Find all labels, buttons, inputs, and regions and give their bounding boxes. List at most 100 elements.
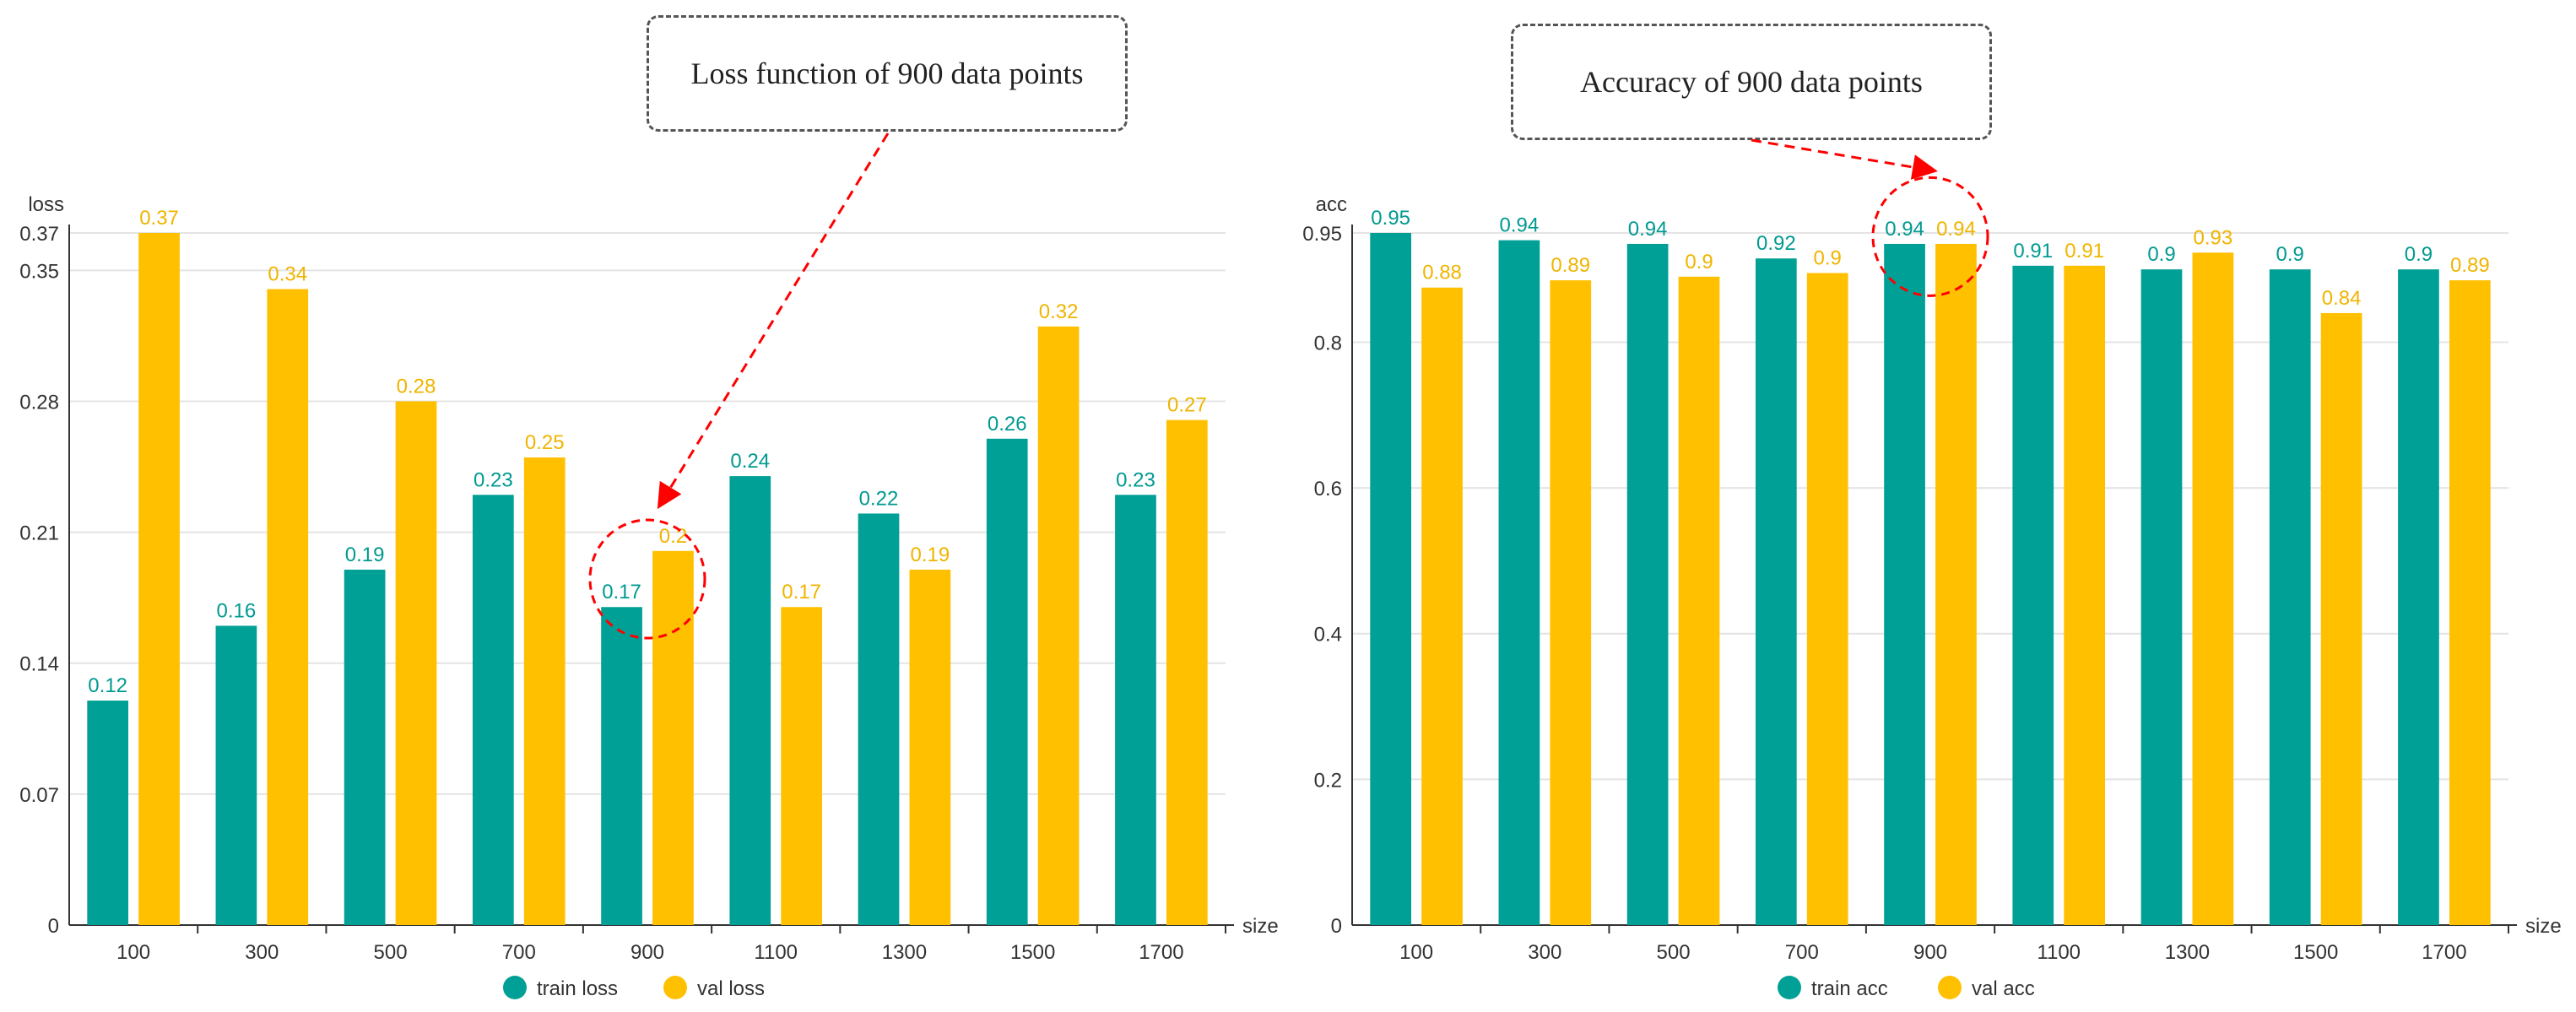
acc-data-label: 0.89 xyxy=(1550,254,1590,277)
acc-xtick-label: 100 xyxy=(1399,941,1433,964)
loss-data-label: 0.17 xyxy=(602,581,641,603)
accuracy-callout-arrow xyxy=(1751,138,1938,180)
acc-legend-marker xyxy=(1778,976,1801,999)
loss-xtick-label: 700 xyxy=(502,941,536,964)
acc-bar-train xyxy=(2398,269,2439,925)
loss-ytick-label: 0.35 xyxy=(19,260,59,283)
acc-data-label: 0.91 xyxy=(2065,240,2104,262)
acc-x-axis-title: size xyxy=(2525,915,2562,938)
loss-data-label: 0.34 xyxy=(268,262,307,285)
acc-ytick-label: 0 xyxy=(1331,915,1342,938)
loss-data-label: 0.22 xyxy=(859,487,899,510)
acc-bar-val xyxy=(2192,252,2234,925)
loss-data-label: 0.2 xyxy=(659,525,687,548)
loss-data-label: 0.32 xyxy=(1039,300,1079,323)
acc-data-label: 0.89 xyxy=(2450,254,2490,277)
loss-bar-val xyxy=(909,569,951,925)
acc-data-label: 0.9 xyxy=(2276,243,2304,266)
loss-bar-train xyxy=(215,625,257,925)
acc-ytick-label: 0.2 xyxy=(1314,769,1342,792)
loss-legend-marker xyxy=(503,976,527,999)
acc-ytick-label: 0.95 xyxy=(1302,223,1342,246)
loss-bar-train xyxy=(87,701,129,925)
accuracy-callout-text: Accuracy of 900 data points xyxy=(1580,65,1923,99)
loss-legend-label: val loss xyxy=(697,977,765,1000)
acc-ytick-label: 0.4 xyxy=(1314,624,1342,647)
loss-data-label: 0.12 xyxy=(88,674,127,697)
loss-callout: Loss function of 900 data points xyxy=(647,15,1128,132)
loss-bar-val xyxy=(395,401,437,925)
loss-bar-val xyxy=(781,607,823,925)
loss-xtick-label: 1500 xyxy=(1010,941,1055,964)
acc-data-label: 0.94 xyxy=(1628,218,1668,241)
loss-y-axis-title: loss xyxy=(28,193,64,216)
acc-bar-val xyxy=(1806,273,1848,925)
acc-data-label: 0.9 xyxy=(1814,246,1842,269)
acc-y-axis-title: acc xyxy=(1316,193,1347,216)
acc-bar-val xyxy=(1935,243,1977,925)
acc-data-label: 0.92 xyxy=(1756,232,1796,255)
acc-xtick-label: 700 xyxy=(1785,941,1819,964)
loss-bar-train xyxy=(601,607,642,925)
loss-data-label: 0.23 xyxy=(1116,468,1155,491)
acc-bar-train xyxy=(2269,269,2311,925)
loss-bar-val xyxy=(1037,326,1080,926)
acc-xtick-label: 300 xyxy=(1528,941,1561,964)
acc-bar-val xyxy=(1550,280,1592,926)
acc-bar-train xyxy=(1370,233,1412,925)
loss-data-label: 0.19 xyxy=(911,544,950,566)
acc-xtick-label: 1500 xyxy=(2293,941,2338,964)
loss-ytick-label: 0.14 xyxy=(19,653,59,676)
acc-ytick-label: 0.8 xyxy=(1314,332,1342,354)
loss-bar-val xyxy=(652,550,694,925)
acc-data-label: 0.95 xyxy=(1371,207,1410,230)
loss-bar-train xyxy=(858,513,900,925)
acc-legend-marker xyxy=(1938,976,1962,999)
acc-bar-train xyxy=(1498,240,1540,925)
loss-xtick-label: 900 xyxy=(630,941,664,964)
loss-bar-val xyxy=(138,233,180,925)
acc-bar-val xyxy=(2320,312,2362,925)
loss-bar-train xyxy=(986,438,1028,925)
loss-bar-train xyxy=(344,569,386,925)
acc-data-label: 0.9 xyxy=(1685,251,1713,273)
acc-data-label: 0.91 xyxy=(2013,240,2053,262)
acc-data-label: 0.94 xyxy=(1936,218,1976,241)
acc-data-label: 0.88 xyxy=(1422,262,1462,284)
acc-data-label: 0.94 xyxy=(1500,214,1540,237)
acc-bar-train xyxy=(2012,265,2054,925)
acc-xtick-label: 1300 xyxy=(2165,941,2210,964)
acc-legend-label: train acc xyxy=(1811,977,1888,1000)
acc-data-label: 0.94 xyxy=(1885,218,1924,241)
loss-xtick-label: 1300 xyxy=(882,941,927,964)
loss-legend-label: train loss xyxy=(537,977,618,1000)
loss-data-label: 0.37 xyxy=(139,207,179,230)
loss-data-label: 0.26 xyxy=(988,413,1027,436)
loss-bar-train xyxy=(472,495,514,925)
loss-bar-train xyxy=(729,476,771,925)
loss-data-label: 0.27 xyxy=(1167,394,1207,417)
loss-xtick-label: 300 xyxy=(245,941,279,964)
acc-bar-train xyxy=(2140,269,2183,925)
acc-bar-val xyxy=(2064,265,2106,925)
loss-ytick-label: 0.21 xyxy=(19,522,59,545)
loss-bar-val xyxy=(523,457,566,925)
acc-xtick-label: 500 xyxy=(1657,941,1691,964)
loss-data-label: 0.24 xyxy=(730,450,770,473)
loss-data-label: 0.23 xyxy=(474,468,513,491)
loss-callout-arrow xyxy=(657,133,890,510)
loss-data-label: 0.17 xyxy=(782,581,821,603)
acc-xtick-label: 1100 xyxy=(2037,941,2081,964)
loss-callout-text: Loss function of 900 data points xyxy=(690,57,1084,90)
acc-legend-label: val acc xyxy=(1972,977,2035,1000)
acc-xtick-label: 1700 xyxy=(2422,941,2466,964)
acc-bar-train xyxy=(1626,243,1669,925)
loss-bar-val xyxy=(1166,419,1208,926)
acc-data-label: 0.9 xyxy=(2405,243,2433,266)
loss-data-label: 0.25 xyxy=(525,431,565,454)
acc-data-label: 0.84 xyxy=(2322,287,2362,310)
loss-ytick-label: 0 xyxy=(48,915,59,938)
acc-data-label: 0.9 xyxy=(2147,243,2175,266)
